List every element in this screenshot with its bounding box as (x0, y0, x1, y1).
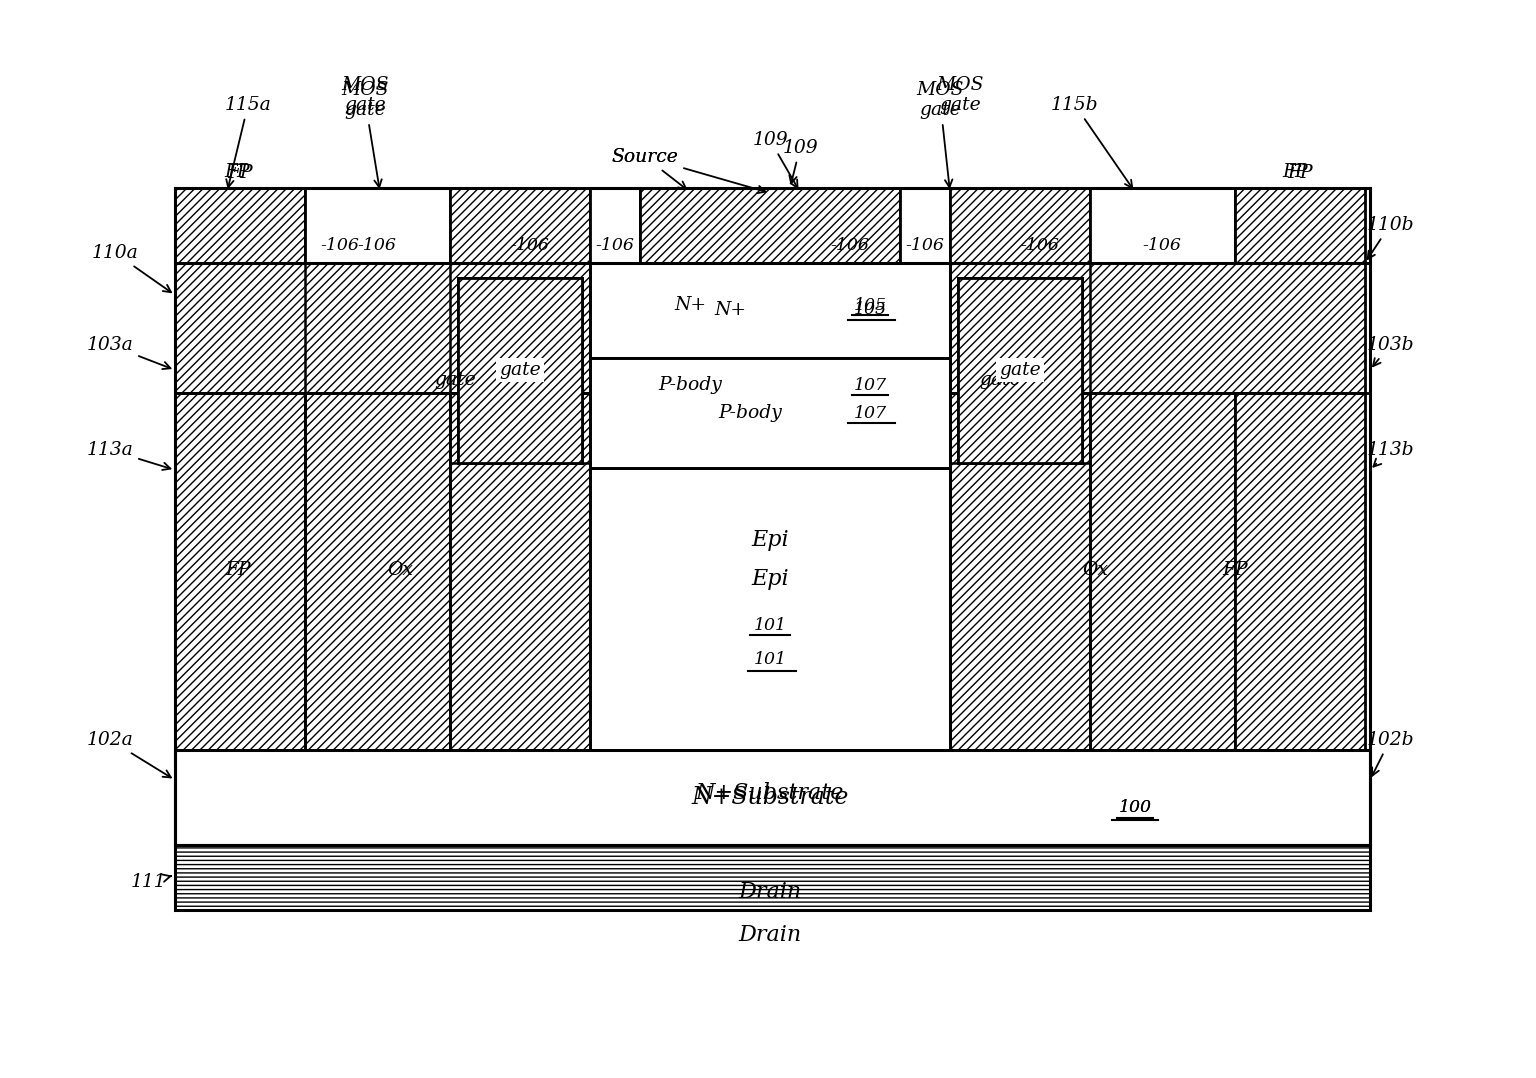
Text: 100: 100 (1118, 800, 1152, 816)
Bar (1235, 188, 1366, 263)
Text: 107: 107 (854, 404, 886, 421)
Bar (450, 393, 590, 750)
Text: 103a: 103a (86, 336, 170, 369)
Bar (175, 263, 590, 393)
Text: 102a: 102a (86, 731, 170, 777)
Text: 102b: 102b (1366, 731, 1413, 776)
Bar (641, 188, 900, 263)
Bar (175, 845, 1370, 910)
Text: -106: -106 (358, 236, 396, 253)
Text: Drain: Drain (739, 924, 802, 946)
Bar (458, 278, 582, 462)
Bar (1091, 393, 1235, 750)
Bar (958, 278, 1081, 462)
Bar (1091, 188, 1235, 263)
Text: 113b: 113b (1366, 441, 1413, 467)
Text: Ox: Ox (387, 561, 413, 579)
Bar (175, 188, 306, 263)
Bar (175, 750, 1370, 845)
Bar (1235, 393, 1366, 750)
Text: P-body: P-body (717, 404, 782, 421)
Text: 110a: 110a (92, 244, 170, 292)
Text: -106: -106 (321, 237, 359, 254)
Text: FP: FP (1223, 561, 1247, 579)
Text: gate: gate (978, 371, 1021, 389)
Text: MOS
gate: MOS gate (917, 81, 963, 188)
Text: Ox: Ox (1081, 561, 1107, 579)
Text: -106: -106 (831, 237, 869, 254)
Bar (306, 393, 450, 750)
Text: 113a: 113a (86, 441, 170, 470)
Text: MOS
gate: MOS gate (937, 75, 983, 114)
Bar (900, 188, 949, 263)
Text: MOS
gate: MOS gate (341, 75, 389, 114)
Text: -106: -106 (906, 236, 945, 253)
Text: 111: 111 (131, 873, 172, 892)
Text: N+Substrate: N+Substrate (696, 782, 845, 804)
Text: 109: 109 (753, 132, 797, 188)
Bar (949, 188, 1091, 263)
Bar (949, 393, 1091, 750)
Text: 115b: 115b (1051, 96, 1132, 188)
Text: FP: FP (226, 561, 250, 579)
Bar (175, 393, 306, 750)
Bar (458, 278, 582, 462)
Text: Source: Source (611, 148, 765, 193)
Bar (590, 358, 949, 468)
Bar (458, 280, 581, 461)
Text: 107: 107 (854, 376, 886, 393)
Text: 101: 101 (754, 617, 786, 634)
Text: 103b: 103b (1366, 336, 1413, 367)
Bar (958, 280, 1080, 461)
Text: 100: 100 (1118, 800, 1152, 816)
Text: -106: -106 (596, 236, 634, 253)
Bar (590, 188, 641, 263)
Text: MOS
gate: MOS gate (341, 81, 389, 188)
Bar (590, 468, 949, 750)
Text: N+Substrate: N+Substrate (691, 786, 849, 808)
Text: 101: 101 (754, 650, 786, 667)
Text: 109: 109 (782, 139, 817, 183)
Text: N+: N+ (674, 296, 707, 314)
Text: 115a: 115a (224, 96, 272, 188)
Text: 105: 105 (854, 296, 886, 314)
Bar (949, 263, 1366, 393)
Text: N+: N+ (714, 301, 746, 319)
Text: FP: FP (1287, 164, 1313, 182)
Text: FP: FP (1283, 163, 1307, 181)
Bar (590, 263, 949, 358)
Text: Drain: Drain (739, 881, 802, 903)
Bar (958, 278, 1081, 462)
Text: FP: FP (227, 164, 253, 182)
Bar (450, 188, 590, 263)
Text: -106: -106 (510, 237, 550, 254)
Text: -106: -106 (1020, 237, 1060, 254)
Text: 105: 105 (854, 302, 886, 318)
Bar (306, 188, 450, 263)
Text: FP: FP (224, 163, 250, 181)
Text: gate: gate (435, 371, 476, 389)
Text: gate: gate (998, 361, 1041, 379)
Text: -106: -106 (1143, 236, 1181, 253)
Text: Epi: Epi (751, 529, 790, 551)
Text: P-body: P-body (657, 376, 722, 393)
Text: Source: Source (611, 148, 687, 189)
Text: 110b: 110b (1366, 216, 1413, 259)
Text: Epi: Epi (751, 568, 790, 590)
Text: gate: gate (499, 361, 541, 379)
